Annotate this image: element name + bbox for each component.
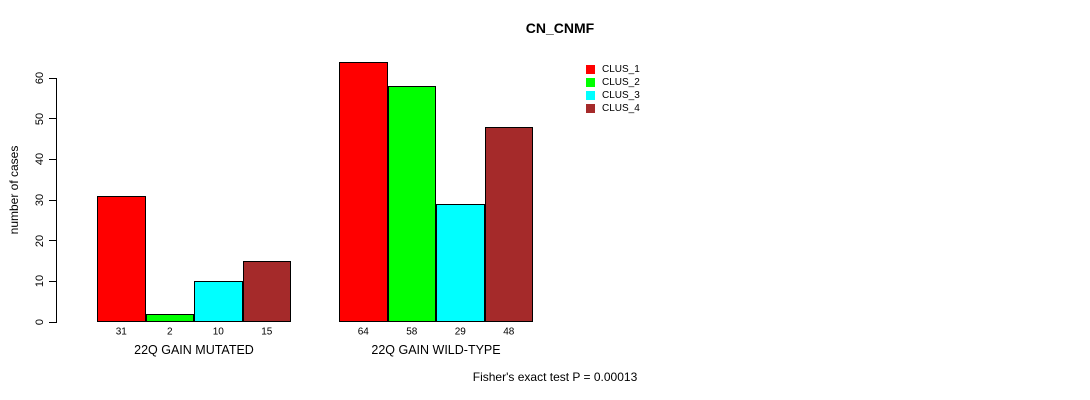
bar-value-label: 31	[115, 326, 127, 338]
legend-item: CLUS_1	[586, 63, 640, 76]
y-tick-label: 30	[34, 193, 46, 207]
legend-item: CLUS_2	[586, 76, 640, 89]
bar-clus_4-group2	[484, 126, 533, 322]
bar-clus_1-group1	[97, 195, 146, 322]
bar-clus_3-group2	[436, 204, 485, 322]
y-tick-mark	[49, 280, 56, 282]
y-tick-mark	[49, 240, 56, 242]
y-axis-line	[56, 78, 57, 323]
legend-swatch	[586, 65, 595, 74]
legend-item: CLUS_4	[586, 102, 640, 115]
bar-clus_1-group2	[339, 61, 388, 322]
legend-swatch	[586, 104, 595, 113]
bar-clus_3-group1	[194, 281, 243, 322]
bar-clus_4-group1	[242, 261, 291, 322]
legend-label: CLUS_2	[602, 77, 640, 88]
y-tick-label: 0	[34, 318, 46, 326]
legend-label: CLUS_4	[602, 103, 640, 114]
bar-clus_2-group2	[387, 86, 436, 322]
legend: CLUS_1 CLUS_2 CLUS_3 CLUS_4	[586, 63, 640, 115]
legend-label: CLUS_1	[602, 64, 640, 75]
y-tick-mark	[49, 158, 56, 160]
y-tick-mark	[49, 118, 56, 120]
category-label: 22Q GAIN WILD-TYPE	[371, 343, 501, 357]
y-tick-label: 20	[34, 234, 46, 247]
bar-value-label: 2	[166, 326, 173, 338]
bar-value-label: 48	[503, 326, 515, 338]
chart-title: CN_CNMF	[525, 20, 595, 36]
bar-value-label: 10	[212, 326, 224, 338]
y-tick-label: 10	[34, 275, 46, 288]
legend-label: CLUS_3	[602, 90, 640, 101]
bar-clus_2-group1	[145, 313, 194, 322]
bar-value-label: 58	[406, 326, 418, 338]
legend-swatch	[586, 91, 595, 100]
bar-value-label: 64	[357, 326, 369, 338]
y-tick-label: 60	[34, 71, 46, 85]
y-tick-label: 40	[34, 153, 46, 166]
bar-value-label: 15	[261, 326, 273, 338]
y-tick-label: 50	[34, 112, 46, 125]
bar-value-label: 29	[454, 326, 466, 338]
y-tick-mark	[49, 77, 56, 79]
legend-item: CLUS_3	[586, 89, 640, 102]
stat-test-annotation: Fisher's exact test P = 0.00013	[472, 370, 638, 384]
y-tick-mark	[49, 321, 56, 323]
category-label: 22Q GAIN MUTATED	[134, 343, 254, 357]
y-tick-mark	[49, 199, 56, 201]
legend-swatch	[586, 78, 595, 87]
